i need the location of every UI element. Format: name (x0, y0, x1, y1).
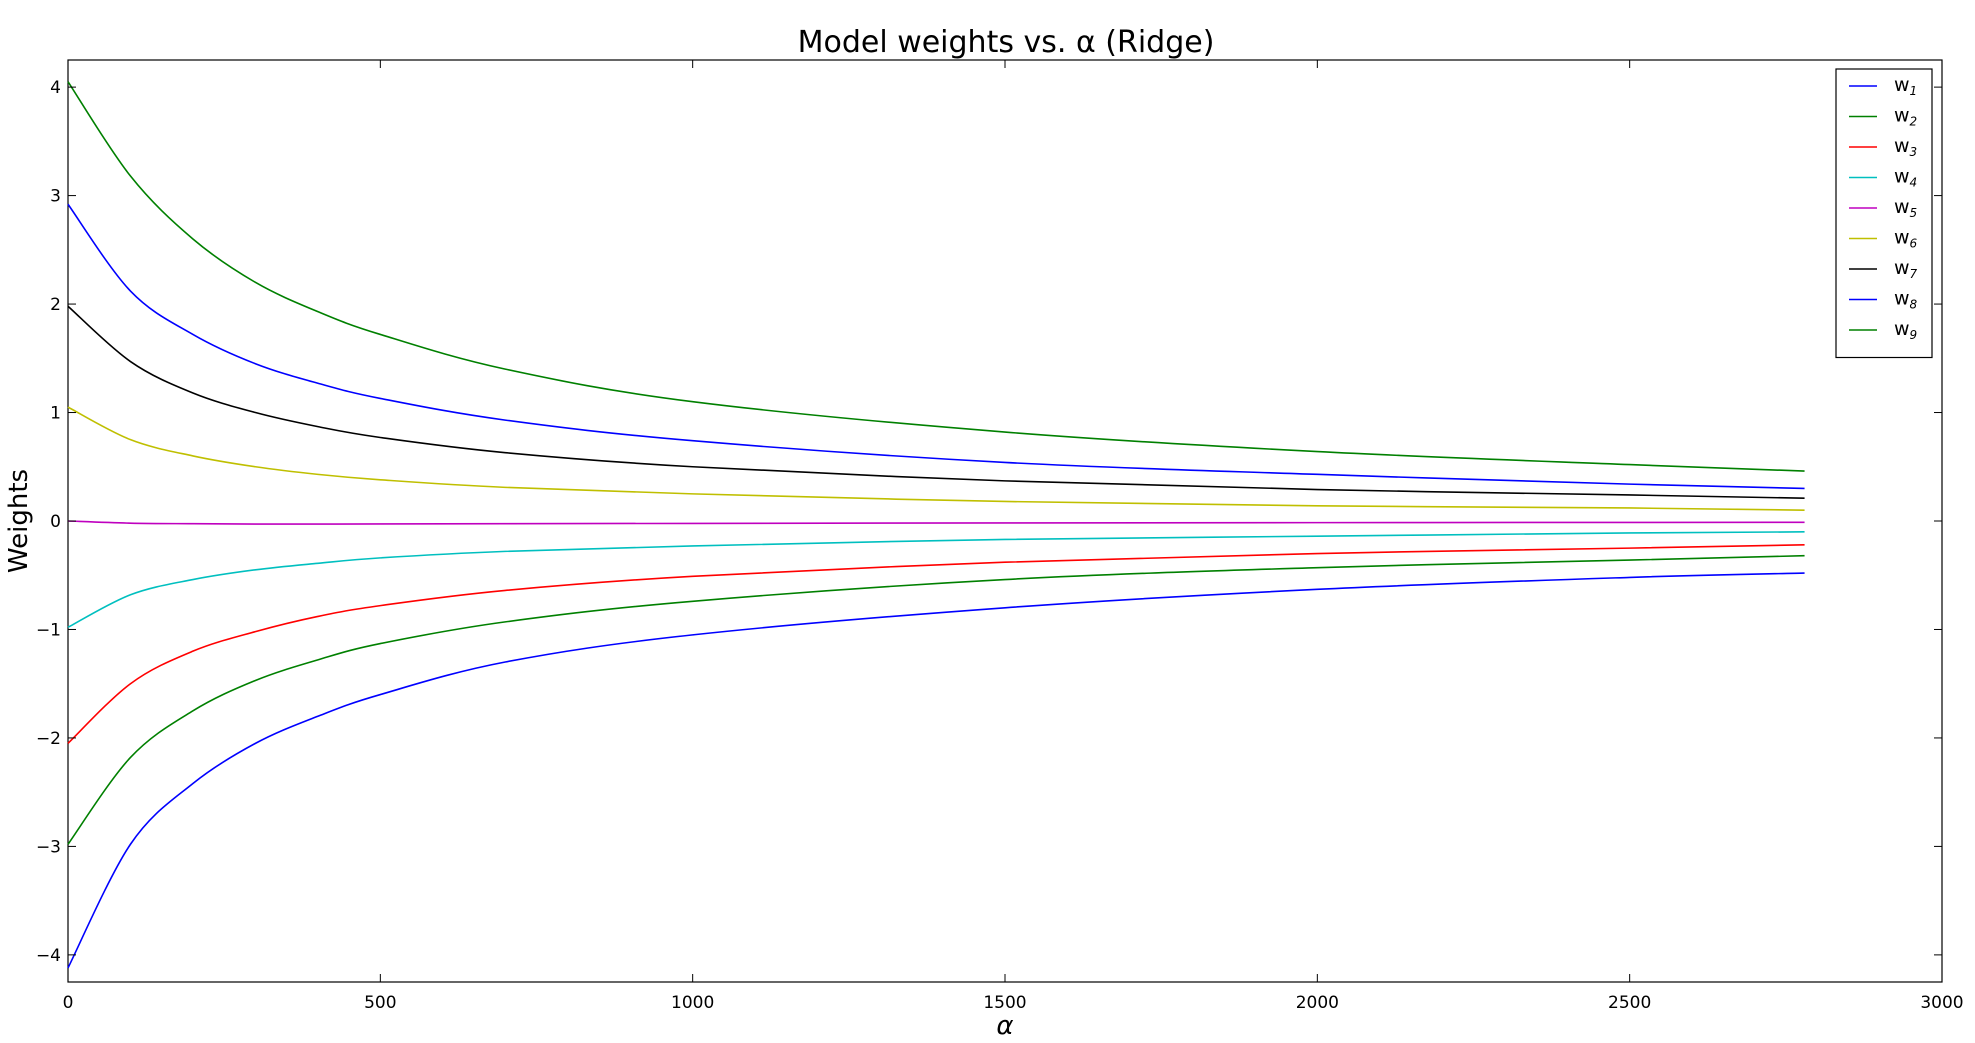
series-layer (67, 81, 1805, 969)
plot-area: 0 500 1000 1500 2000 2500 3000 −4 −3 −2 −1 0 1 2 3 4 (36, 59, 1964, 1013)
y-tick-label: 2 (50, 295, 61, 315)
x-tick-label: 1500 (983, 993, 1026, 1013)
series-line-w8 (67, 572, 1805, 969)
x-tick-label: 0 (63, 993, 74, 1013)
y-tick-label: 4 (50, 78, 61, 98)
y-tick-label: −3 (36, 837, 61, 857)
series-line-w1 (67, 203, 1805, 490)
series-line-w5 (67, 520, 1805, 525)
y-tick-label: 1 (50, 404, 61, 424)
y-axis-ticks: −4 −3 −2 −1 0 1 2 3 4 (36, 78, 1942, 966)
y-tick-label: 0 (50, 512, 61, 532)
legend-box (1835, 68, 1933, 359)
x-tick-label: 2500 (1608, 993, 1651, 1013)
x-axis-label: α (996, 1011, 1013, 1041)
y-tick-label: 3 (50, 187, 61, 207)
y-tick-label: −1 (36, 620, 61, 640)
x-tick-label: 500 (364, 993, 396, 1013)
x-tick-label: 2000 (1296, 993, 1339, 1013)
x-tick-label: 3000 (1920, 993, 1963, 1013)
series-line-w9 (67, 554, 1805, 845)
x-axis-ticks: 0 500 1000 1500 2000 2500 3000 (63, 60, 1964, 1013)
y-axis-label: Weights (4, 469, 34, 573)
series-line-w4 (67, 531, 1805, 629)
y-tick-label: −2 (36, 729, 61, 749)
series-line-w6 (67, 406, 1805, 511)
series-line-w3 (67, 544, 1805, 744)
series-line-w7 (67, 305, 1805, 500)
chart-title: Model weights vs. α (Ridge) (798, 25, 1215, 60)
plot-frame (67, 59, 1943, 983)
x-tick-label: 1000 (671, 993, 714, 1013)
y-tick-label: −4 (36, 946, 61, 966)
series-line-w2 (67, 81, 1805, 472)
